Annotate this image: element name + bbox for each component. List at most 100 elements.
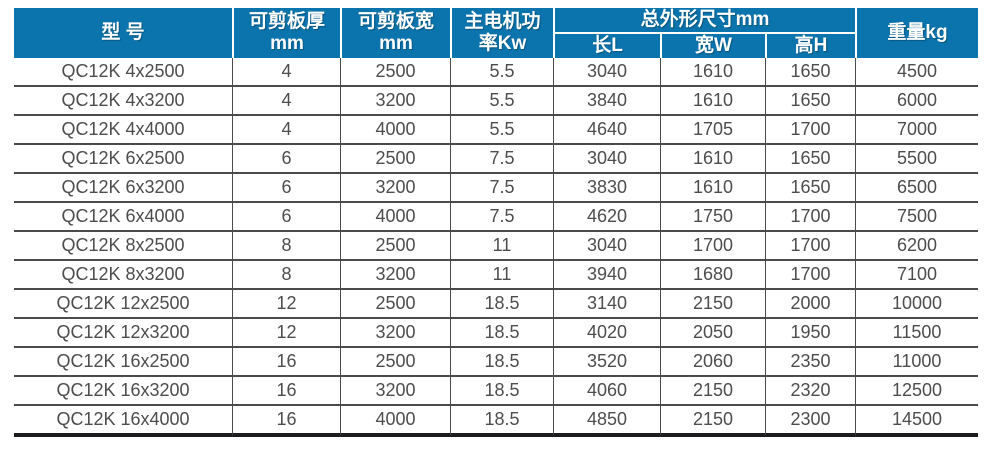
table-row: QC12K 12x3200 12 3200 18.5 4020 2050 1950 11500: [14, 319, 979, 348]
cell-weight: 11500: [855, 319, 979, 348]
cell-height: 1700: [765, 203, 856, 232]
cell-length: 4620: [553, 203, 660, 232]
table-row: QC12K 4x4000 4 4000 5.5 4640 1705 1700 7000: [14, 116, 979, 145]
cell-model: QC12K 8x2500: [14, 232, 232, 261]
cell-model: QC12K 4x3200: [14, 87, 232, 116]
cell-sheet-width: 4000: [340, 406, 450, 437]
cell-model: QC12K 6x4000: [14, 203, 232, 232]
table-row: QC12K 12x2500 12 2500 18.5 3140 2150 2000 10000: [14, 290, 979, 319]
cell-length: 3830: [553, 174, 660, 203]
cell-thickness: 4: [232, 87, 340, 116]
table-body: QC12K 4x2500 4 2500 5.5 3040 1610 1650 4500 QC12…: [14, 58, 979, 437]
cell-model: QC12K 6x3200: [14, 174, 232, 203]
cell-weight: 7500: [855, 203, 979, 232]
cell-weight: 14500: [855, 406, 979, 437]
cell-power: 18.5: [450, 290, 553, 319]
cell-width: 1680: [660, 261, 765, 290]
cell-weight: 6200: [855, 232, 979, 261]
cell-power: 5.5: [450, 116, 553, 145]
cell-power: 11: [450, 261, 553, 290]
cell-width: 1610: [660, 87, 765, 116]
cell-power: 18.5: [450, 406, 553, 437]
cell-weight: 7000: [855, 116, 979, 145]
table-row: QC12K 8x3200 8 3200 11 3940 1680 1700 7100: [14, 261, 979, 290]
cell-model: QC12K 12x2500: [14, 290, 232, 319]
cell-length: 4850: [553, 406, 660, 437]
cell-sheet-width: 2500: [340, 290, 450, 319]
table-row: QC12K 6x2500 6 2500 7.5 3040 1610 1650 5500: [14, 145, 979, 174]
cell-sheet-width: 3200: [340, 261, 450, 290]
cell-length: 4020: [553, 319, 660, 348]
cell-length: 3940: [553, 261, 660, 290]
cell-height: 1950: [765, 319, 856, 348]
column-header-power-line1: 主电机功: [464, 11, 541, 33]
cell-weight: 11000: [855, 348, 979, 377]
cell-sheet-width: 4000: [340, 116, 450, 145]
cell-power: 7.5: [450, 203, 553, 232]
cell-width: 1610: [660, 174, 765, 203]
table-row: QC12K 6x3200 6 3200 7.5 3830 1610 1650 6500: [14, 174, 979, 203]
cell-height: 2000: [765, 290, 856, 319]
cell-thickness: 12: [232, 290, 340, 319]
cell-height: 1650: [765, 174, 856, 203]
table-row: QC12K 16x4000 16 4000 18.5 4850 2150 2300 14500: [14, 406, 979, 437]
column-header-length: 长L: [553, 34, 660, 58]
cell-model: QC12K 16x3200: [14, 377, 232, 406]
cell-width: 1610: [660, 145, 765, 174]
column-header-weight: 重量kg: [855, 8, 979, 58]
cell-model: QC12K 4x4000: [14, 116, 232, 145]
cell-thickness: 8: [232, 232, 340, 261]
cell-height: 1700: [765, 116, 856, 145]
column-header-thickness: 可剪板厚 mm: [232, 8, 340, 58]
cell-sheet-width: 2500: [340, 58, 450, 87]
column-header-height: 高H: [765, 34, 856, 58]
cell-sheet-width: 2500: [340, 348, 450, 377]
cell-width: 1705: [660, 116, 765, 145]
column-group-header-dimensions: 总外形尺寸mm: [553, 8, 856, 34]
cell-thickness: 16: [232, 348, 340, 377]
cell-width: 2050: [660, 319, 765, 348]
cell-power: 18.5: [450, 348, 553, 377]
column-header-sheet-width: 可剪板宽 mm: [340, 8, 450, 58]
cell-weight: 6000: [855, 87, 979, 116]
cell-power: 7.5: [450, 145, 553, 174]
column-header-width: 宽W: [660, 34, 765, 58]
cell-weight: 12500: [855, 377, 979, 406]
cell-sheet-width: 3200: [340, 377, 450, 406]
table-row: QC12K 16x3200 16 3200 18.5 4060 2150 2320 12500: [14, 377, 979, 406]
cell-thickness: 6: [232, 145, 340, 174]
column-header-thickness-unit: mm: [270, 33, 304, 54]
table-row: QC12K 6x4000 6 4000 7.5 4620 1750 1700 7500: [14, 203, 979, 232]
cell-width: 2060: [660, 348, 765, 377]
cell-sheet-width: 3200: [340, 87, 450, 116]
table-row: QC12K 4x3200 4 3200 5.5 3840 1610 1650 6000: [14, 87, 979, 116]
table-row: QC12K 16x2500 16 2500 18.5 3520 2060 2350 11000: [14, 348, 979, 377]
cell-height: 1700: [765, 261, 856, 290]
cell-weight: 10000: [855, 290, 979, 319]
column-header-sheet-width-line1: 可剪板宽: [357, 11, 434, 33]
cell-thickness: 6: [232, 174, 340, 203]
cell-height: 1650: [765, 58, 856, 87]
cell-height: 2300: [765, 406, 856, 437]
cell-width: 1750: [660, 203, 765, 232]
column-header-sheet-width-unit: mm: [379, 33, 413, 54]
cell-sheet-width: 2500: [340, 232, 450, 261]
cell-length: 3840: [553, 87, 660, 116]
column-header-power: 主电机功 率Kw: [450, 8, 553, 58]
cell-power: 18.5: [450, 377, 553, 406]
cell-thickness: 4: [232, 58, 340, 87]
cell-thickness: 16: [232, 377, 340, 406]
cell-model: QC12K 8x3200: [14, 261, 232, 290]
cell-sheet-width: 2500: [340, 145, 450, 174]
cell-weight: 5500: [855, 145, 979, 174]
cell-weight: 7100: [855, 261, 979, 290]
cell-length: 3040: [553, 145, 660, 174]
cell-power: 7.5: [450, 174, 553, 203]
cell-weight: 6500: [855, 174, 979, 203]
cell-thickness: 6: [232, 203, 340, 232]
cell-height: 1650: [765, 87, 856, 116]
cell-model: QC12K 4x2500: [14, 58, 232, 87]
cell-width: 2150: [660, 406, 765, 437]
cell-height: 1700: [765, 232, 856, 261]
